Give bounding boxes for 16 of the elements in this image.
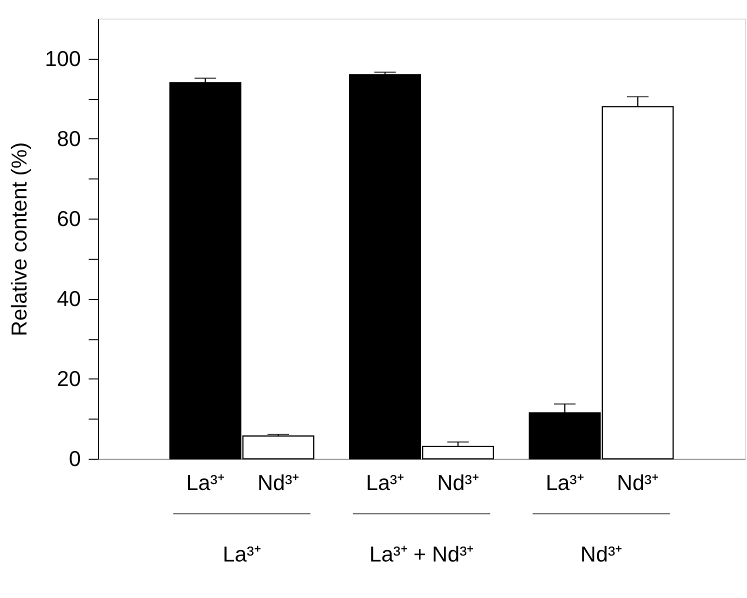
x-tick-label: La³⁺ — [222, 542, 261, 567]
x-tick-label: Nd³⁺ — [580, 542, 622, 567]
text: La³⁺ — [366, 470, 404, 496]
x-tick-label: La³⁺ + Nd³⁺ — [369, 542, 474, 567]
y-tick-label: 100 — [44, 46, 81, 72]
series-label: Nd³⁺ — [257, 470, 300, 496]
y-tick-label: 20 — [56, 366, 81, 392]
y-tick-label: 80 — [56, 126, 81, 152]
series-label: La³⁺ — [186, 470, 224, 496]
y-axis-title: Relative content (%) — [6, 142, 32, 336]
y-tick-label: 60 — [56, 206, 81, 232]
y-tick-label: 0 — [68, 446, 81, 472]
y-tick-label: 40 — [56, 286, 81, 312]
text: Nd³⁺ — [437, 470, 479, 496]
text: La³⁺ — [546, 470, 584, 496]
text: Nd³⁺ — [616, 470, 659, 496]
